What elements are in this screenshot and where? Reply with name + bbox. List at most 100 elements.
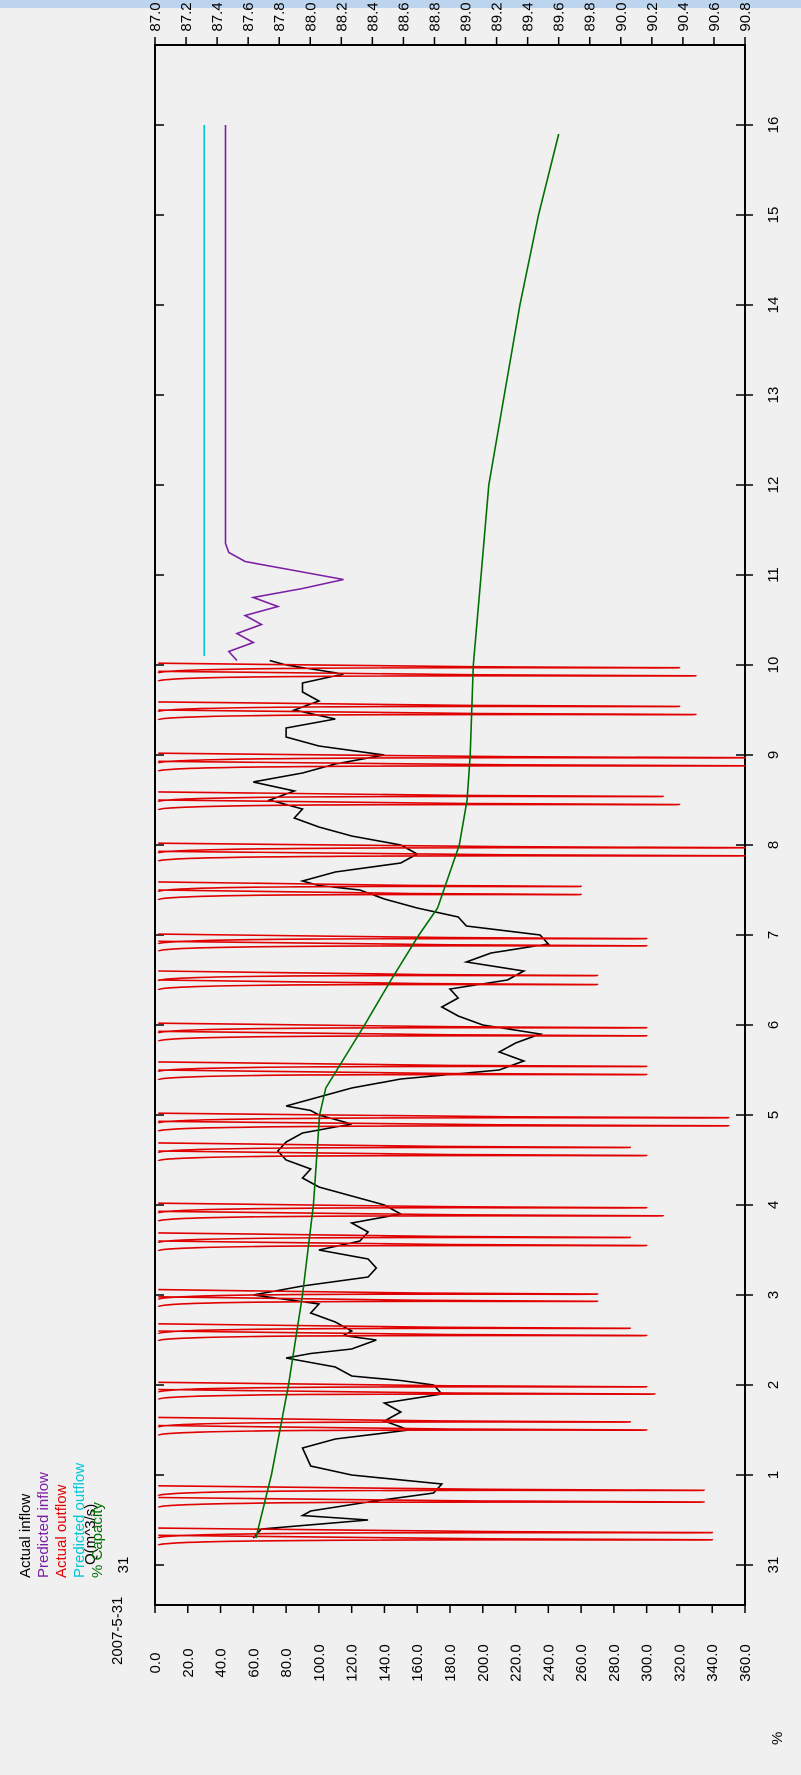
right-axis-tick-label: 89.2 bbox=[489, 2, 506, 31]
left-axis-tick-label: 80.0 bbox=[278, 1648, 295, 1677]
x-axis-tick-label: 13 bbox=[765, 387, 782, 404]
actual-outflow-spike bbox=[157, 933, 648, 945]
actual-inflow-line bbox=[252, 659, 550, 1539]
x-axis-tick-label: 3 bbox=[765, 1291, 782, 1299]
actual-outflow-spike bbox=[157, 701, 681, 713]
actual-outflow-spike bbox=[157, 970, 599, 982]
x-axis-tick-label: 16 bbox=[765, 117, 782, 134]
x-axis-tick-label: 11 bbox=[765, 567, 782, 583]
right-axis-tick-label: 88.0 bbox=[302, 2, 319, 31]
actual-outflow-spike bbox=[157, 842, 747, 854]
right-axis-label: % bbox=[769, 1732, 786, 1745]
actual-outflow-spike bbox=[157, 1323, 632, 1335]
plot-area bbox=[154, 44, 746, 1606]
actual-outflow-spike bbox=[157, 850, 747, 862]
predicted-inflow-line bbox=[224, 125, 344, 662]
actual-outflow-spike bbox=[157, 1496, 706, 1509]
right-axis-tick-label: 89.0 bbox=[458, 2, 475, 31]
left-axis-tick-label: 180.0 bbox=[442, 1644, 459, 1682]
x-axis-tick-label: 2 bbox=[765, 1381, 782, 1389]
x-axis-tick-label: 1 bbox=[765, 1471, 782, 1479]
right-axis-tick-label: 89.4 bbox=[520, 2, 537, 31]
right-axis-tick-label: 88.8 bbox=[426, 2, 443, 31]
x-axis-tick-label: 4 bbox=[765, 1201, 782, 1209]
actual-outflow-spike bbox=[157, 1142, 632, 1154]
actual-outflow-spike bbox=[157, 1485, 706, 1497]
date-label: 2007-5-31 bbox=[109, 1597, 126, 1665]
legend-actual-inflow: Actual inflow bbox=[17, 1494, 34, 1578]
right-axis-tick-label: 90.6 bbox=[706, 2, 723, 31]
legend: Actual inflow Predicted inflow Actual outf… bbox=[17, 1463, 106, 1578]
actual-outflow-spike bbox=[157, 1150, 648, 1162]
left-axis-tick-label: 60.0 bbox=[245, 1648, 262, 1677]
x-axis-tick-label: 31 bbox=[765, 1557, 782, 1574]
right-axis-tick-label: 90.4 bbox=[675, 2, 692, 31]
actual-outflow-spike bbox=[157, 1061, 648, 1073]
left-axis-tick-label: 340.0 bbox=[704, 1644, 721, 1682]
left-axis-tick-label: 20.0 bbox=[180, 1648, 197, 1677]
actual-outflow-spike bbox=[157, 1202, 648, 1214]
right-axis-tick-label: 87.8 bbox=[271, 2, 288, 31]
x-axis-tick-label: 9 bbox=[765, 751, 782, 759]
left-axis-tick-label: 240.0 bbox=[540, 1644, 557, 1682]
left-axis-tick-label: 200.0 bbox=[475, 1644, 492, 1682]
series-layer bbox=[157, 125, 747, 1546]
left-axis-tick-label: 120.0 bbox=[344, 1644, 361, 1682]
actual-outflow-spike bbox=[157, 1288, 599, 1301]
legend-predicted-inflow: Predicted inflow bbox=[35, 1472, 52, 1578]
legend-predicted-outflow: Predicted outflow bbox=[71, 1463, 88, 1578]
actual-outflow-spike bbox=[157, 1210, 665, 1222]
x-axis-tick-label: 6 bbox=[765, 1021, 782, 1029]
right-axis-tick-label: 87.4 bbox=[209, 2, 226, 31]
right-axis-tick-label: 89.6 bbox=[551, 2, 568, 31]
left-axis-tick-label: 220.0 bbox=[508, 1644, 525, 1682]
legend-capacity: % Capacity bbox=[89, 1502, 106, 1578]
actual-outflow-spike bbox=[157, 799, 681, 811]
x-axis-tick-label-left: 31 bbox=[115, 1557, 132, 1574]
actual-outflow-spike bbox=[157, 760, 747, 772]
actual-outflow-spike bbox=[157, 670, 698, 682]
right-axis-tick-label: 87.6 bbox=[240, 2, 257, 31]
left-axis-tick-label: 360.0 bbox=[737, 1644, 754, 1682]
actual-outflow-spike bbox=[157, 1381, 648, 1393]
right-axis-tick-label: 90.8 bbox=[737, 2, 754, 31]
top-strip bbox=[0, 0, 801, 8]
right-axis: % 87.0 87.2 87.4 87.6 87.8 88.0 88.2 88.4 88.6 88… bbox=[147, 2, 786, 1745]
legend-actual-outflow: Actual outflow bbox=[53, 1484, 70, 1578]
actual-outflow-spike bbox=[157, 1424, 648, 1437]
actual-outflow-spike bbox=[157, 1112, 730, 1124]
x-axis-tick-label: 7 bbox=[765, 931, 782, 939]
actual-outflow-spike bbox=[157, 1240, 648, 1252]
actual-outflow-spike bbox=[157, 889, 583, 901]
actual-outflow-spike bbox=[157, 662, 681, 674]
x-axis-tick-label: 8 bbox=[765, 841, 782, 849]
left-axis-label: Q(m^3/s) bbox=[82, 1504, 99, 1565]
x-axis-tick-label: 5 bbox=[765, 1111, 782, 1119]
actual-outflow-spike bbox=[157, 881, 583, 893]
right-axis-tick-label: 88.4 bbox=[364, 2, 381, 31]
actual-outflow-spike bbox=[157, 1534, 714, 1546]
actual-outflow-spike bbox=[157, 709, 698, 721]
left-axis-tick-label: 140.0 bbox=[376, 1644, 393, 1682]
actual-outflow-spike bbox=[157, 1330, 648, 1342]
x-axis-tick-label: 12 bbox=[765, 477, 782, 494]
left-axis-tick-label: 280.0 bbox=[606, 1644, 623, 1682]
actual-outflow-series bbox=[157, 662, 747, 1546]
x-axis-tick-label: 14 bbox=[765, 297, 782, 314]
actual-outflow-spike bbox=[157, 791, 665, 803]
right-axis-tick-label: 88.2 bbox=[333, 2, 350, 31]
left-axis-tick-label: 260.0 bbox=[573, 1644, 590, 1682]
left-axis-tick-label: 160.0 bbox=[409, 1644, 426, 1682]
right-axis-tick-label: 90.0 bbox=[613, 2, 630, 31]
actual-outflow-spike bbox=[157, 979, 599, 991]
actual-outflow-spike bbox=[157, 1022, 648, 1034]
actual-outflow-spike bbox=[157, 1069, 648, 1081]
left-axis-tick-label: 100.0 bbox=[311, 1644, 328, 1682]
actual-outflow-spike bbox=[157, 1030, 648, 1042]
right-axis-tick-label: 89.8 bbox=[582, 2, 599, 31]
right-axis-tick-label: 90.2 bbox=[644, 2, 661, 31]
actual-outflow-spike bbox=[157, 1296, 599, 1308]
right-axis-tick-label: 87.0 bbox=[147, 2, 164, 31]
